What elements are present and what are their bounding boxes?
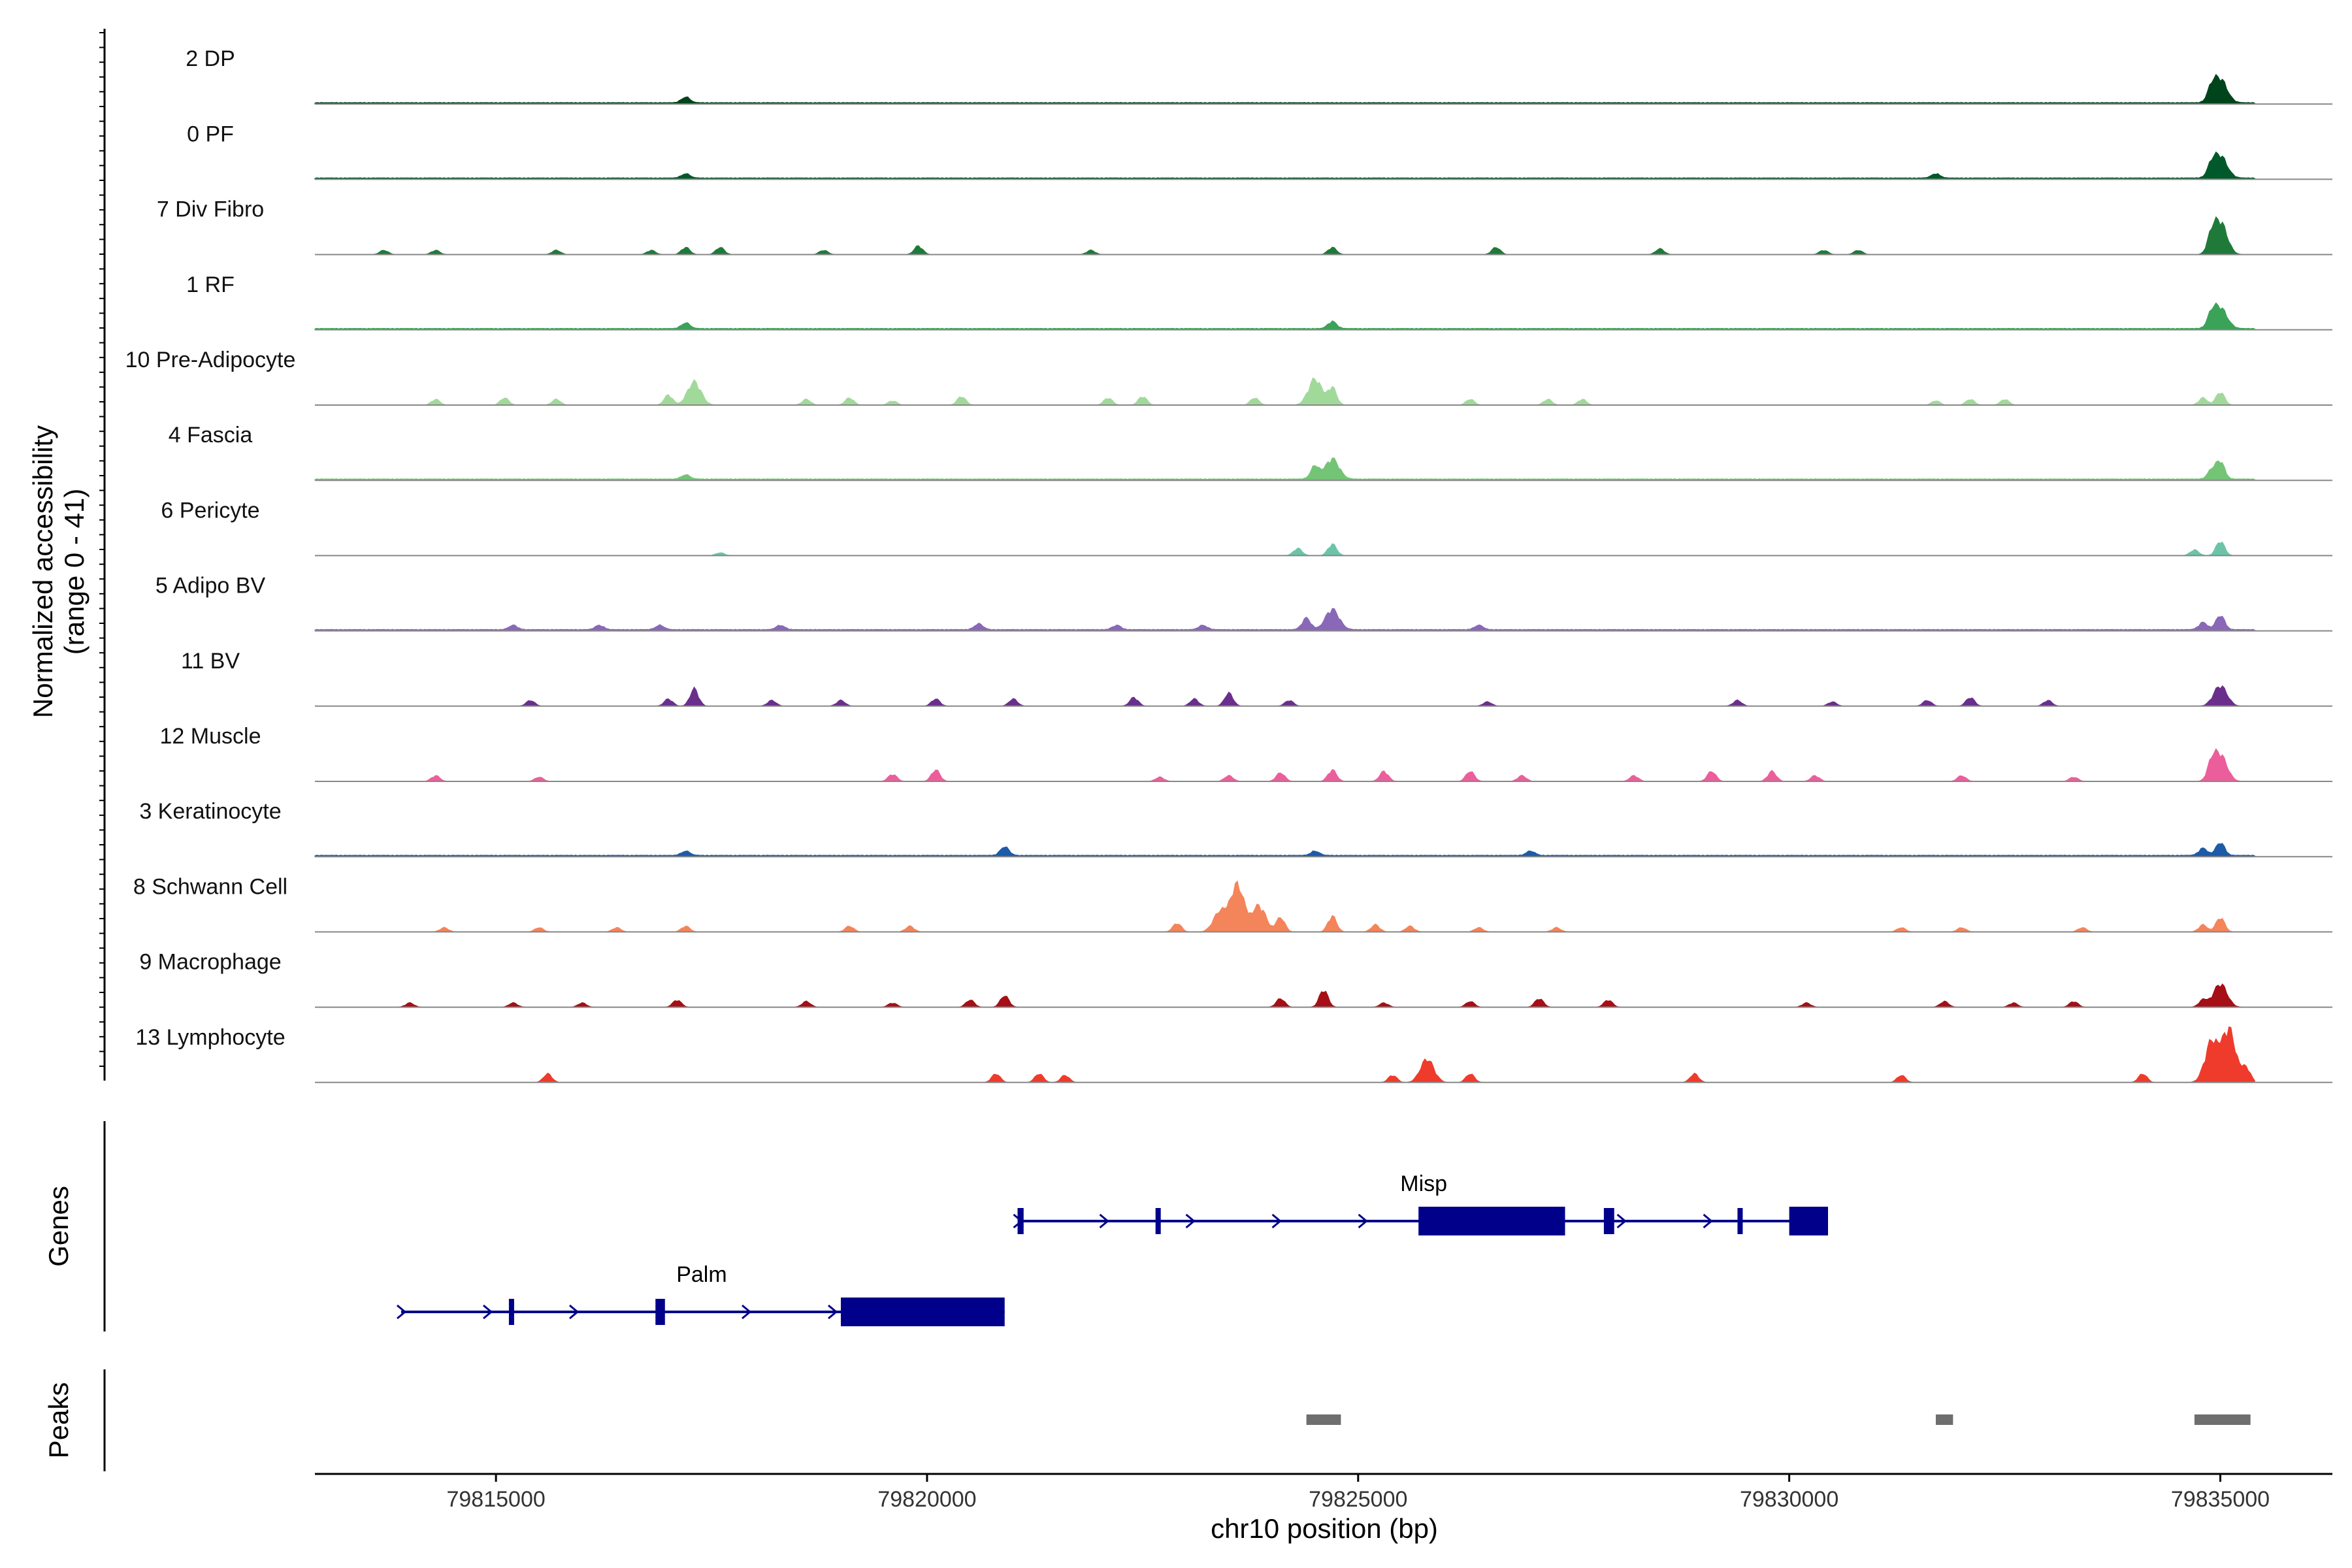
gene-misp: Misp — [1013, 1171, 1828, 1235]
track-profile — [315, 983, 2255, 1008]
peak-region — [1935, 1414, 1953, 1425]
strand-arrow — [397, 1304, 407, 1320]
track-label: 8 Schwann Cell — [133, 874, 287, 899]
track-label: 5 Adipo BV — [155, 574, 266, 598]
strand-arrow — [1358, 1213, 1368, 1229]
track-4-fascia: 4 Fascia — [169, 423, 2332, 482]
x-tick-label: 79830000 — [1740, 1487, 1838, 1512]
track-2-dp: 2 DP — [186, 46, 2332, 105]
x-tick-label: 79835000 — [2171, 1487, 2270, 1512]
track-label: 3 Keratinocyte — [139, 799, 281, 824]
strand-arrow — [1099, 1213, 1109, 1229]
x-axis-ticks: 79815000 79820000 79825000 79830000 79835000 — [446, 1474, 2270, 1512]
strand-arrow — [569, 1304, 580, 1320]
track-12-muscle: 12 Muscle — [160, 724, 2332, 782]
track-3-keratinocyte: 3 Keratinocyte — [139, 799, 2332, 858]
genes-track-title: Genes — [43, 1186, 74, 1267]
track-profile — [315, 542, 2255, 556]
peak-region — [2194, 1414, 2251, 1425]
track-0-pf: 0 PF — [187, 122, 2332, 180]
gene-palm: Palm — [397, 1262, 1005, 1326]
y-axis-minor-ticks — [99, 32, 105, 1067]
track-label: 6 Pericyte — [161, 498, 259, 523]
gene-exon — [1017, 1208, 1024, 1234]
strand-arrow — [1703, 1213, 1713, 1229]
track-label: 9 Macrophage — [139, 950, 281, 975]
gene-exon — [655, 1299, 665, 1325]
x-tick-label: 79820000 — [877, 1487, 976, 1512]
gene-exon — [1603, 1208, 1614, 1234]
gene-exon — [840, 1298, 1005, 1326]
track-profile — [314, 151, 2255, 180]
x-tick-label: 79825000 — [1309, 1487, 1407, 1512]
track-profile — [314, 608, 2255, 632]
peaks-track — [1306, 1414, 2251, 1425]
gene-label: Palm — [676, 1262, 727, 1287]
track-6-pericyte: 6 Pericyte — [161, 498, 2332, 557]
track-label: 10 Pre-Adipocyte — [125, 348, 296, 372]
track-1-rf: 1 RF — [186, 272, 2332, 331]
x-tick-label: 79815000 — [446, 1487, 545, 1512]
track-label: 1 RF — [186, 272, 235, 297]
strand-arrow — [483, 1304, 493, 1320]
track-label: 7 Div Fibro — [157, 197, 264, 222]
y-axis-title-line2: (range 0 - 41) — [59, 489, 90, 655]
track-profile — [315, 748, 2255, 782]
track-profile — [314, 843, 2255, 857]
track-11-bv: 11 BV — [181, 649, 2332, 707]
gene-exon — [1737, 1208, 1743, 1234]
x-axis-title: chr10 position (bp) — [1211, 1513, 1438, 1544]
track-7-div-fibro: 7 Div Fibro — [157, 197, 2332, 255]
track-10-pre-adipocyte: 10 Pre-Adipocyte — [125, 348, 2332, 406]
track-profile — [314, 302, 2255, 331]
genes-track: Misp Palm — [397, 1171, 1828, 1326]
track-8-schwann-cell: 8 Schwann Cell — [133, 874, 2332, 933]
strand-arrow — [1271, 1213, 1282, 1229]
track-profile — [315, 377, 2255, 406]
track-profile — [315, 216, 2255, 255]
track-profile — [315, 685, 2255, 707]
gene-exon — [1155, 1208, 1161, 1234]
strand-arrow — [828, 1304, 838, 1320]
y-axis-title-line1: Normalized accessibility — [27, 425, 58, 718]
track-label: 4 Fascia — [169, 423, 253, 448]
track-profile — [314, 74, 2255, 105]
track-profile — [314, 457, 2255, 481]
track-9-macrophage: 9 Macrophage — [139, 950, 2332, 1008]
strand-arrow — [1616, 1213, 1627, 1229]
track-label: 11 BV — [181, 649, 240, 674]
peak-region — [1306, 1414, 1341, 1425]
gene-exon — [1789, 1207, 1828, 1235]
accessibility-tracks: 2 DP 0 PF 7 Div Fibro 1 RF 10 Pre-Adipocyte 4… — [125, 46, 2332, 1083]
peaks-track-title: Peaks — [43, 1382, 74, 1459]
track-label: 13 Lymphocyte — [135, 1025, 285, 1050]
gene-label: Misp — [1400, 1171, 1447, 1196]
track-label: 2 DP — [186, 46, 235, 71]
gene-exon — [508, 1299, 514, 1325]
track-profile — [315, 1026, 2255, 1083]
track-label: 0 PF — [187, 122, 234, 146]
track-5-adipo-bv: 5 Adipo BV — [155, 574, 2332, 632]
strand-arrow — [1185, 1213, 1196, 1229]
gene-exon — [1418, 1207, 1565, 1235]
track-profile — [315, 880, 2255, 932]
track-label: 12 Muscle — [160, 724, 261, 749]
strand-arrow — [742, 1304, 752, 1320]
track-13-lymphocyte: 13 Lymphocyte — [135, 1025, 2332, 1083]
